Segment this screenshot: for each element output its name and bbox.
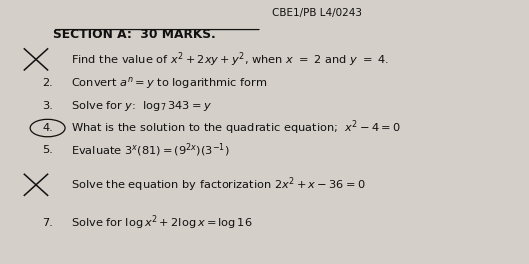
Text: Convert $a^n = y$ to logarithmic form: Convert $a^n = y$ to logarithmic form	[71, 75, 268, 91]
Text: Solve for $y$:  $\log_7 343 = y$: Solve for $y$: $\log_7 343 = y$	[71, 98, 212, 113]
Text: 2.: 2.	[42, 78, 53, 88]
Text: 7.: 7.	[42, 218, 53, 228]
Text: Evaluate $3^x(81) = (9^{2x})(3^{-1})$: Evaluate $3^x(81) = (9^{2x})(3^{-1})$	[71, 142, 230, 159]
Text: 3.: 3.	[42, 101, 53, 111]
Text: 5.: 5.	[42, 145, 53, 155]
Text: Solve the equation by factorization $2x^2 + x - 36 = 0$: Solve the equation by factorization $2x^…	[71, 176, 366, 194]
Text: Solve for $\log x^2 + 2\log x = \log 16$: Solve for $\log x^2 + 2\log x = \log 16$	[71, 214, 253, 232]
Text: What is the solution to the quadratic equation;  $x^2 - 4 = 0$: What is the solution to the quadratic eq…	[71, 119, 401, 137]
Text: Find the value of $x^2 + 2xy + y^2$, when $x\ =\ 2$ and $y\ =\ 4.$: Find the value of $x^2 + 2xy + y^2$, whe…	[71, 50, 390, 69]
Text: CBE1/PB L4/0243: CBE1/PB L4/0243	[272, 8, 362, 18]
Text: SECTION A:  30 MARKS.: SECTION A: 30 MARKS.	[53, 28, 216, 41]
Text: 4.: 4.	[42, 123, 53, 133]
